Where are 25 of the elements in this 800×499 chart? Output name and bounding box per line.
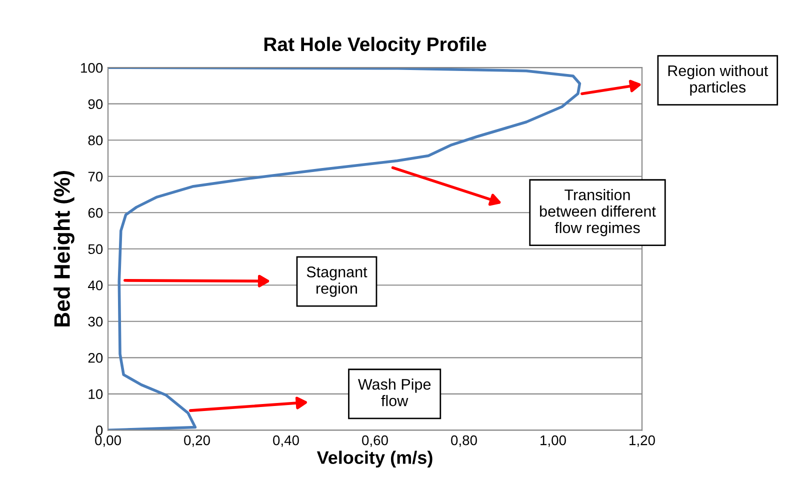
x-tick-label: 1,20 xyxy=(630,435,655,447)
y-tick-label: 80 xyxy=(88,135,103,146)
y-tick-label: 30 xyxy=(88,316,103,327)
y-tick-label: 40 xyxy=(88,280,103,290)
y-tick-label: 50 xyxy=(88,244,103,254)
chart-title: Rat Hole Velocity Profile xyxy=(264,36,486,55)
y-tick-label: 20 xyxy=(88,352,103,363)
annotation: Wash Pipe flow xyxy=(358,378,431,406)
text: Region without particles xyxy=(668,64,768,96)
x-tick-label: 0,00 xyxy=(95,435,121,447)
x-tick-label: 0,60 xyxy=(362,435,388,447)
y-tick-label: 70 xyxy=(88,172,103,182)
x-tick-label: 1,00 xyxy=(540,435,566,447)
y-tick-label: 100 xyxy=(81,62,103,73)
annotation: Stagnant region xyxy=(306,266,368,297)
y-tick-label: 10 xyxy=(88,389,103,400)
annotation: Transition between different flow regimes xyxy=(540,189,656,236)
x-axis-title: Velocity (m/s) xyxy=(316,450,432,468)
y-tick-label: 60 xyxy=(88,208,103,218)
x-tick-label: 0,20 xyxy=(184,435,210,447)
y-axis-title: Bed Height (%) xyxy=(54,170,74,326)
y-tick-label: 90 xyxy=(88,99,103,110)
y-tick-label: 0 xyxy=(96,425,103,436)
x-tick-label: 0,40 xyxy=(273,435,299,447)
x-tick-label: 0,80 xyxy=(451,435,477,447)
